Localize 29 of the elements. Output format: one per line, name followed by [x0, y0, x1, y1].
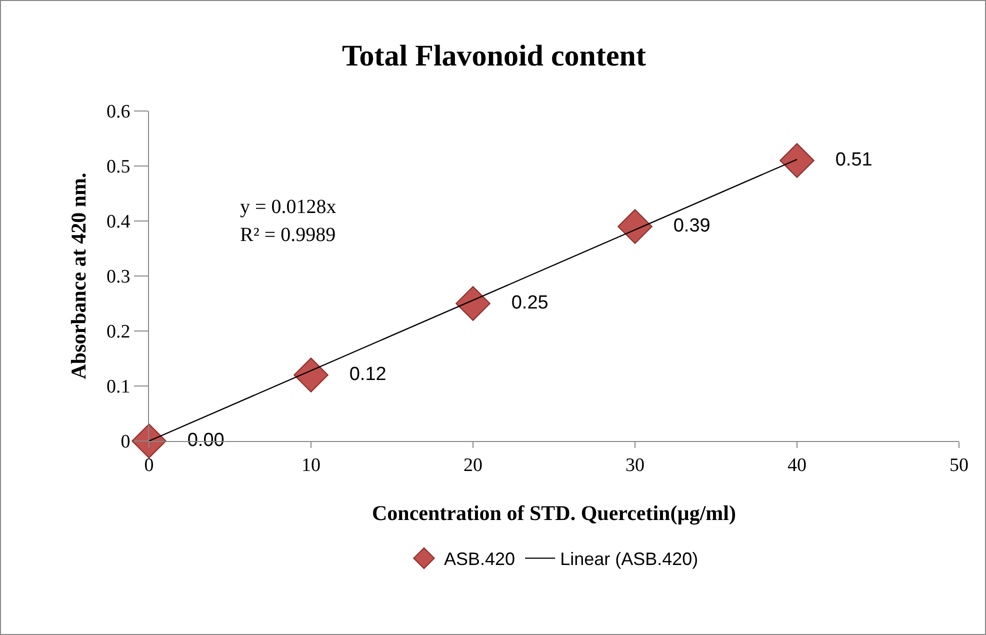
y-axis-title: Absorbance at 420 nm.	[66, 172, 91, 380]
y-tick-label: 0.6	[106, 102, 130, 123]
y-tick-label: 0.3	[106, 266, 130, 288]
x-axis-title: Concentration of STD. Quercetin(µg/ml)	[372, 501, 736, 525]
x-tick-label: 20	[464, 454, 482, 476]
chart-title: Total Flavonoid content	[342, 39, 646, 72]
y-tick-label: 0	[120, 432, 130, 453]
y-tick-label: 0.4	[106, 212, 131, 233]
y-tick-label: 0.2	[106, 322, 130, 343]
point	[132, 424, 166, 458]
y-tick-label: 0.1	[106, 376, 130, 398]
x-tick-label: 30	[626, 454, 644, 476]
point	[456, 286, 490, 321]
x-tick-label: 50	[950, 454, 968, 476]
data-label: 0.12	[328, 364, 386, 385]
data-label: 0.51	[814, 149, 872, 170]
data-label: 0.25	[490, 292, 548, 314]
point	[618, 209, 652, 244]
y-tick-label: 0.5	[106, 156, 130, 178]
annotation: y = 0.0128x	[240, 196, 336, 218]
legend-label: Linear (ASB.420)	[560, 549, 698, 570]
point	[780, 143, 814, 178]
legend-label: ASB.420	[444, 549, 516, 570]
x-tick-label: 40	[788, 454, 806, 476]
x-tick-label: 0	[144, 454, 154, 476]
point	[294, 358, 328, 392]
x-tick-label: 10	[302, 454, 320, 476]
annotation: R² = 0.9989	[240, 224, 336, 246]
data-label: 0.39	[652, 215, 710, 236]
